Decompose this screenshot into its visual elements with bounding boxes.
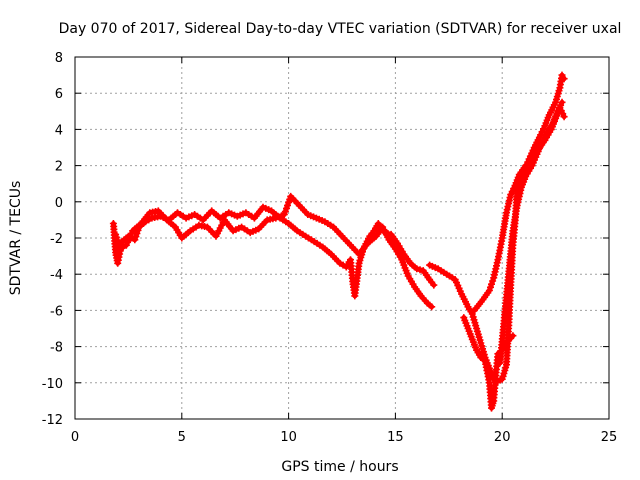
series-satellite-track-b xyxy=(112,192,436,311)
y-tick-label: 2 xyxy=(55,160,63,175)
plus-marker xyxy=(131,236,139,244)
x-tick-label: 0 xyxy=(71,430,79,445)
plus-marker xyxy=(558,98,566,106)
plus-marker xyxy=(489,277,497,285)
x-tick-label: 25 xyxy=(601,430,618,445)
plus-marker xyxy=(416,266,424,274)
grid-lines xyxy=(75,57,609,419)
y-tick-label: -4 xyxy=(50,268,63,283)
plus-marker xyxy=(485,287,493,294)
data-series xyxy=(109,71,568,412)
chart-title: Day 070 of 2017, Sidereal Day-to-day VTE… xyxy=(59,21,622,37)
y-tick-label: 6 xyxy=(55,87,63,102)
y-tick-label: 8 xyxy=(55,51,63,66)
y-tick-label: 0 xyxy=(55,196,63,211)
y-tick-label: -6 xyxy=(50,304,63,319)
axis-ticks: 0 5 10 15 20 25 -12 -10 -8 -6 -4 -2 0 2 4 6 8 xyxy=(42,51,618,445)
y-axis-label: SDTVAR / TECUs xyxy=(8,181,24,296)
plus-marker xyxy=(430,281,438,289)
x-tick-label: 5 xyxy=(178,430,186,445)
x-tick-label: 15 xyxy=(387,430,404,445)
y-tick-label: -10 xyxy=(42,377,63,392)
y-tick-label: -8 xyxy=(50,341,63,356)
x-axis-label: GPS time / hours xyxy=(281,459,398,475)
y-tick-label: -12 xyxy=(42,413,63,428)
series-satellite-track-f xyxy=(496,98,566,367)
plus-marker xyxy=(560,113,568,121)
x-tick-label: 20 xyxy=(494,430,511,445)
plus-marker xyxy=(413,265,421,273)
plus-marker xyxy=(558,71,566,79)
plus-marker xyxy=(428,303,436,311)
plus-marker xyxy=(509,332,517,340)
y-tick-label: 4 xyxy=(55,123,63,138)
plus-marker xyxy=(560,75,568,83)
plus-marker xyxy=(488,280,495,288)
x-tick-label: 10 xyxy=(280,430,297,445)
series-satellite-track-d xyxy=(460,314,517,412)
series-satellite-track-c xyxy=(426,71,568,385)
y-tick-label: -2 xyxy=(50,232,63,247)
